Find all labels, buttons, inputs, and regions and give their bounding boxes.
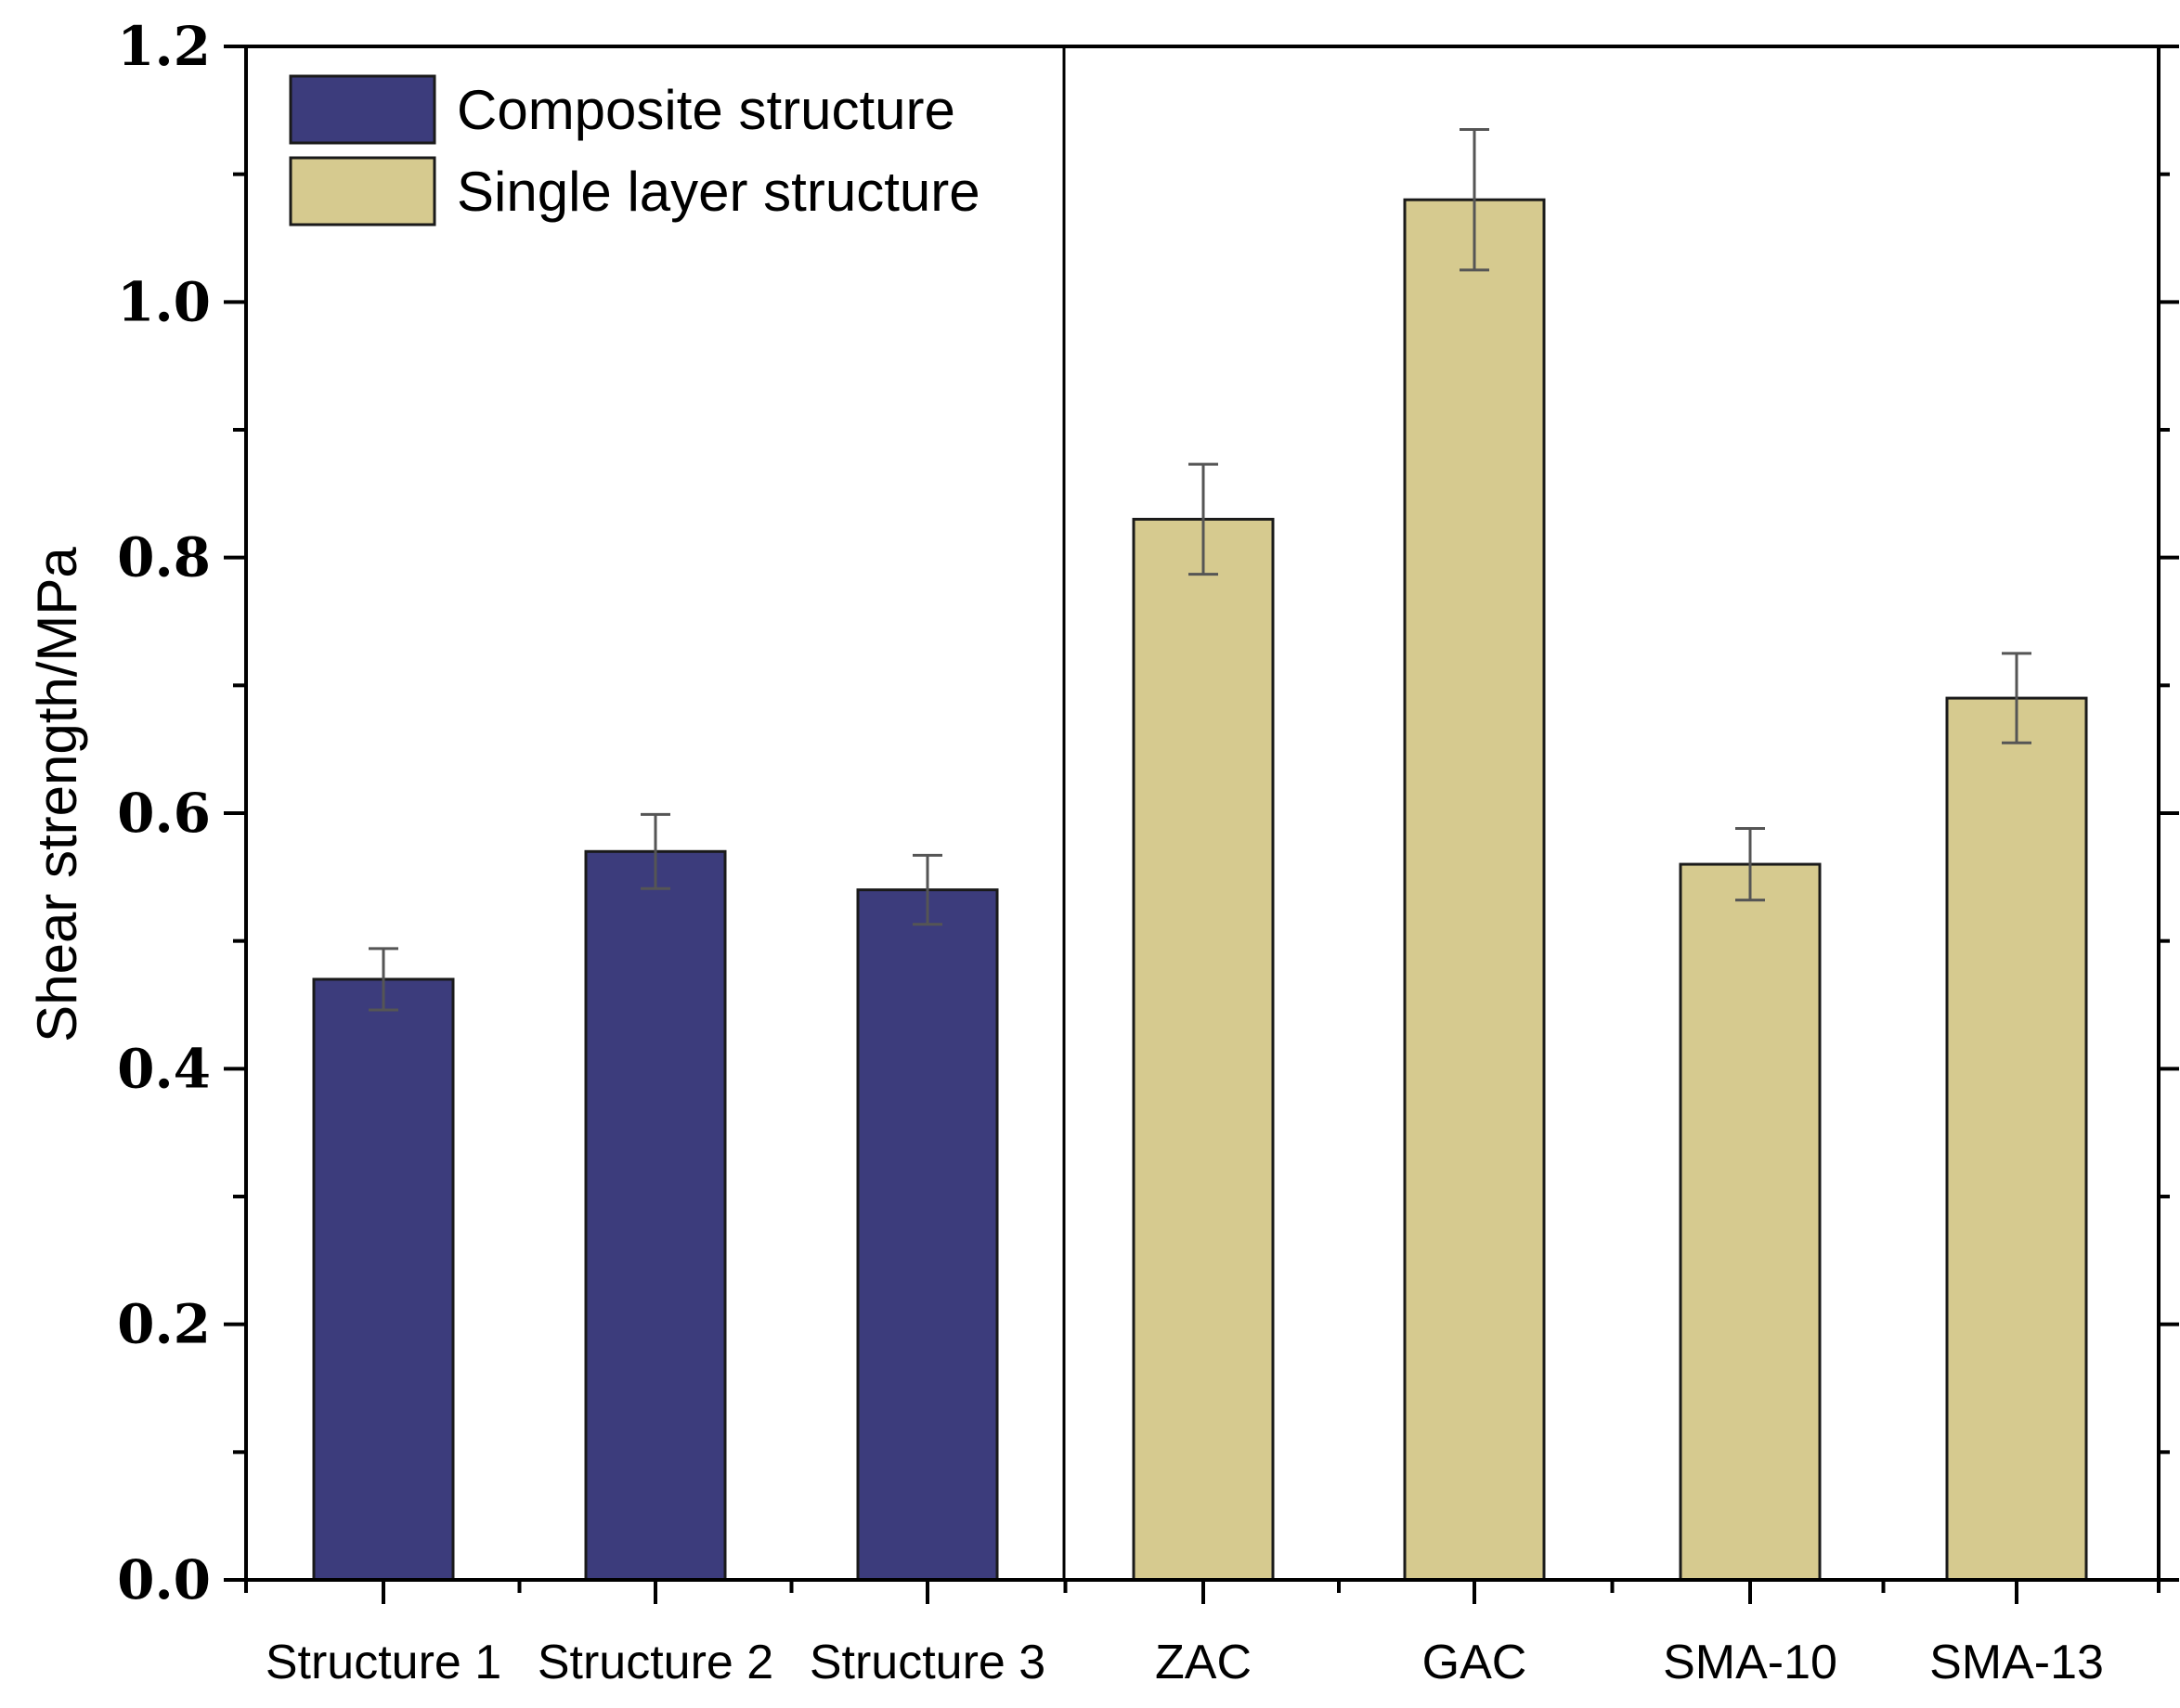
y-tick-label: 0.0 [117,1548,211,1611]
legend-label: Composite structure [457,79,955,141]
error-bar-structure-1 [369,947,398,1012]
y-tick-label: 1.0 [117,270,211,333]
x-tick-label: SMA-10 [1663,1636,1837,1689]
bar-structure-3 [856,888,999,1582]
legend-item-single-layer: Single layer structure [289,156,980,226]
bar-zac [1132,517,1275,1582]
x-tick-label: Structure 1 [266,1636,501,1689]
error-bar-structure-2 [641,812,670,890]
y-tick-label: 0.8 [117,526,211,589]
x-tick-label: GAC [1422,1636,1527,1689]
y-tick-label: 0.4 [117,1037,211,1100]
legend-swatch [289,156,436,226]
legend-item-composite: Composite structure [289,74,955,145]
error-bar-structure-3 [913,853,942,926]
legend-label: Single layer structure [457,161,980,223]
y-tick-label: 1.2 [117,15,211,78]
error-bar-sma-10 [1735,827,1765,902]
x-tick-label: ZAC [1155,1636,1252,1689]
bar-structure-1 [312,977,455,1582]
bar-sma-10 [1679,862,1822,1582]
bar-gac [1403,198,1546,1582]
error-bar-zac [1188,462,1218,576]
x-tick-label: Structure 2 [538,1636,773,1689]
y-tick-label: 0.6 [117,782,211,845]
bar-structure-2 [584,849,727,1582]
x-tick-label: Structure 3 [810,1636,1045,1689]
bar-sma-13 [1945,696,2088,1582]
y-tick-label: 0.2 [117,1293,211,1356]
error-bar-gac [1460,127,1489,272]
legend-swatch [289,74,436,145]
y-axis-label: Shear strength/MPa [26,547,88,1042]
error-bar-sma-13 [2002,652,2031,744]
x-tick-label: SMA-13 [1929,1636,2104,1689]
